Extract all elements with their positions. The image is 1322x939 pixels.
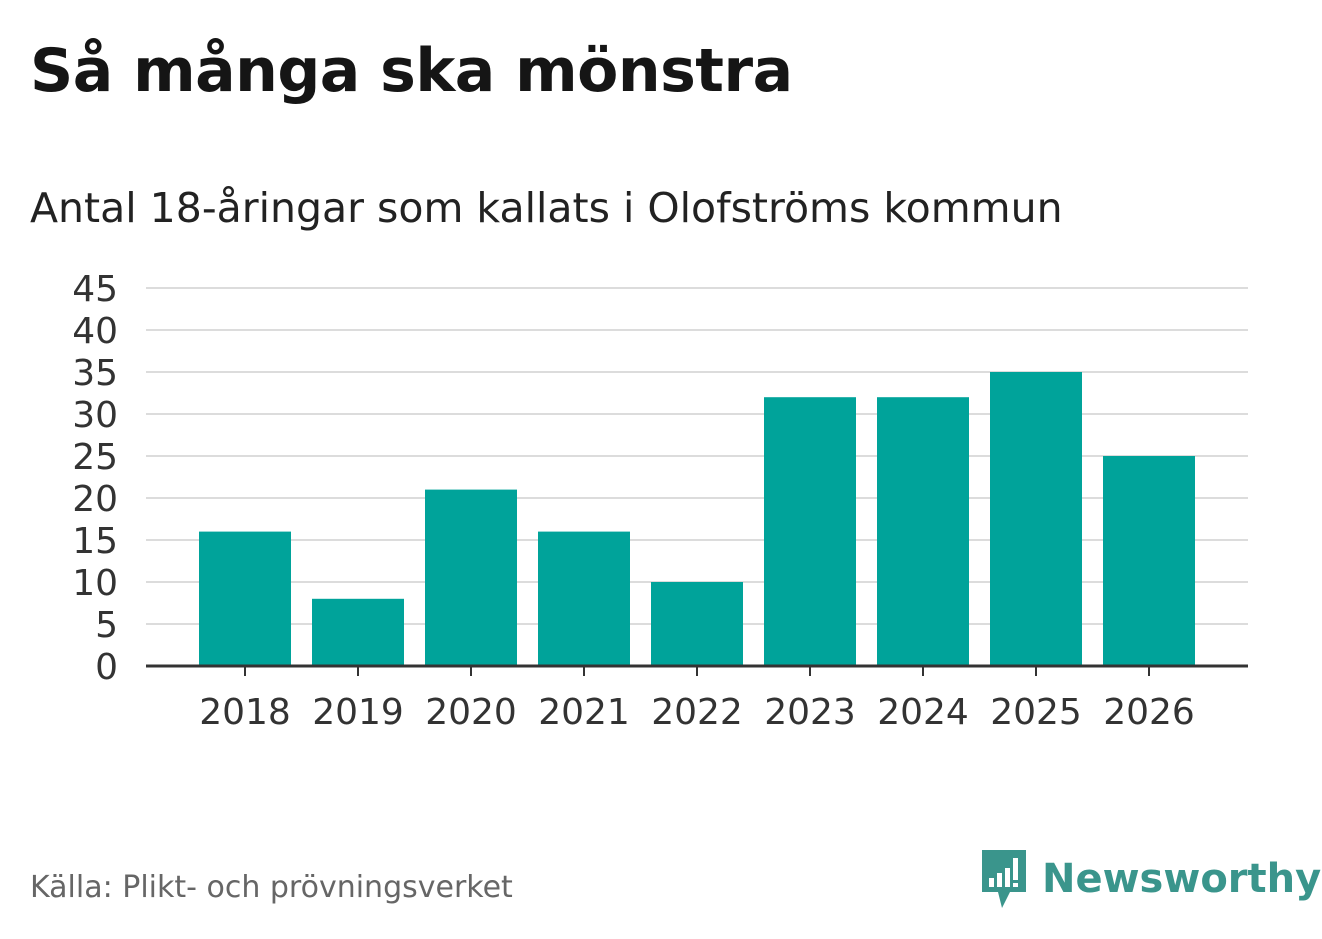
brand-logo: Newsworthy [980, 848, 1321, 910]
bar-2022 [651, 582, 743, 666]
chart-title: Så många ska mönstra [30, 36, 793, 106]
bar-2024 [877, 397, 969, 666]
chart-subtitle: Antal 18-åringar som kallats i Olofström… [30, 184, 1063, 232]
x-tick-label: 2020 [425, 692, 517, 733]
y-tick-label: 30 [72, 395, 118, 436]
y-tick-label: 35 [72, 353, 118, 394]
bars [199, 372, 1195, 666]
brand-name: Newsworthy [1042, 856, 1322, 902]
source-note: Källa: Plikt- och prövningsverket [30, 870, 513, 905]
y-tick-label: 0 [95, 647, 118, 688]
bar-2020 [425, 489, 517, 666]
bar-2026 [1103, 456, 1195, 666]
bar-2018 [199, 531, 291, 666]
x-tick-label: 2026 [1103, 692, 1195, 733]
x-tick-label: 2021 [538, 692, 630, 733]
newsworthy-logo-icon [982, 850, 1026, 908]
x-tick-label: 2023 [764, 692, 856, 733]
bar-2025 [990, 372, 1082, 666]
y-tick-label: 25 [72, 437, 118, 478]
bar-2023 [764, 397, 856, 666]
bar-2021 [538, 531, 630, 666]
x-tick-label: 2018 [199, 692, 291, 733]
y-tick-label: 45 [72, 269, 118, 310]
y-tick-label: 10 [72, 563, 118, 604]
x-tick-label: 2024 [877, 692, 969, 733]
gridlines [146, 287, 1248, 625]
y-tick-label: 15 [72, 521, 118, 562]
x-tick-label: 2025 [990, 692, 1082, 733]
x-tick-label: 2019 [312, 692, 404, 733]
y-tick-label: 5 [95, 605, 118, 646]
y-tick-label: 20 [72, 479, 118, 520]
x-tick-label: 2022 [651, 692, 743, 733]
y-tick-label: 40 [72, 311, 118, 352]
bar-2019 [312, 598, 404, 666]
